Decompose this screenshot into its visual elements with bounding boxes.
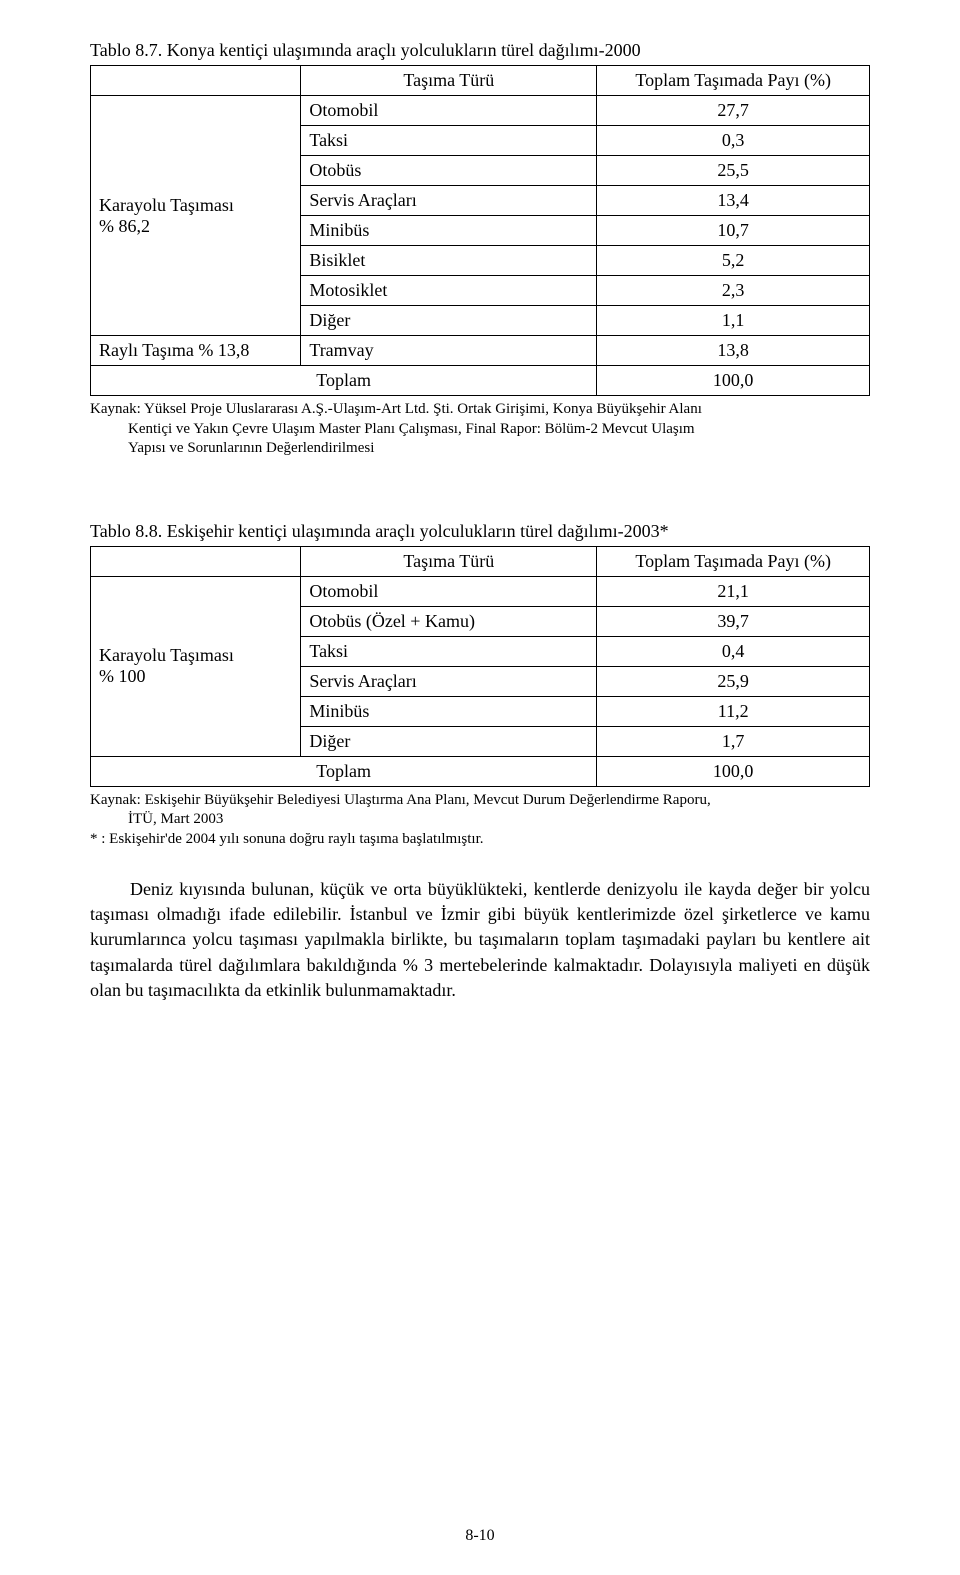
table7-source-line3: Yapısı ve Sorunlarının Değerlendirilmesi <box>90 439 870 459</box>
table7-mode: Tramvay <box>301 336 597 366</box>
table8-source-line1: Kaynak: Eskişehir Büyükşehir Belediyesi … <box>90 792 711 808</box>
table7-share: 5,2 <box>597 246 870 276</box>
table8-header-share: Toplam Taşımada Payı (%) <box>597 546 870 576</box>
table-row: Toplam 100,0 <box>91 756 870 786</box>
table7-header-share: Toplam Taşımada Payı (%) <box>597 66 870 96</box>
table7-share: 0,3 <box>597 126 870 156</box>
table7-mode: Minibüs <box>301 216 597 246</box>
table8-share: 39,7 <box>597 606 870 636</box>
table8-source-line2: İTÜ, Mart 2003 <box>90 810 870 830</box>
table7-share: 10,7 <box>597 216 870 246</box>
page-container: Tablo 8.7. Konya kentiçi ulaşımında araç… <box>0 0 960 1575</box>
table7-total-value: 100,0 <box>597 366 870 396</box>
table-row: Raylı Taşıma % 13,8 Tramvay 13,8 <box>91 336 870 366</box>
table-row: Karayolu Taşıması % 86,2 Otomobil 27,7 <box>91 96 870 126</box>
table7-mode: Motosiklet <box>301 276 597 306</box>
table8-source: Kaynak: Eskişehir Büyükşehir Belediyesi … <box>90 791 870 850</box>
table7-total-label: Toplam <box>91 366 597 396</box>
body-paragraph: Deniz kıyısında bulunan, küçük ve orta b… <box>90 877 870 1003</box>
table7-source-line2: Kentiçi ve Yakın Çevre Ulaşım Master Pla… <box>90 420 870 440</box>
table8-footnote: * : Eskişehir'de 2004 yılı sonuna doğru … <box>90 831 484 847</box>
table7-mode: Otobüs <box>301 156 597 186</box>
table7-road-group: Karayolu Taşıması % 86,2 <box>91 96 301 336</box>
table8-share: 0,4 <box>597 636 870 666</box>
table8-mode: Otobüs (Özel + Kamu) <box>301 606 597 636</box>
table7-source: Kaynak: Yüksel Proje Uluslararası A.Ş.-U… <box>90 400 870 459</box>
table8-header-mode: Taşıma Türü <box>301 546 597 576</box>
table7-share: 13,4 <box>597 186 870 216</box>
table-row: Karayolu Taşıması % 100 Otomobil 21,1 <box>91 576 870 606</box>
table7-share: 2,3 <box>597 276 870 306</box>
table8-total-label: Toplam <box>91 756 597 786</box>
table8-mode: Servis Araçları <box>301 666 597 696</box>
table8-caption: Tablo 8.8. Eskişehir kentiçi ulaşımında … <box>90 521 870 542</box>
table8-share: 25,9 <box>597 666 870 696</box>
table7-source-line1: Kaynak: Yüksel Proje Uluslararası A.Ş.-U… <box>90 401 702 417</box>
table8-total-value: 100,0 <box>597 756 870 786</box>
table8-share: 21,1 <box>597 576 870 606</box>
table7: Taşıma Türü Toplam Taşımada Payı (%) Kar… <box>90 65 870 396</box>
table8-share: 11,2 <box>597 696 870 726</box>
table-row: Toplam 100,0 <box>91 366 870 396</box>
table7-share: 27,7 <box>597 96 870 126</box>
table7-share: 13,8 <box>597 336 870 366</box>
table8: Taşıma Türü Toplam Taşımada Payı (%) Kar… <box>90 546 870 787</box>
table8-road-group: Karayolu Taşıması % 100 <box>91 576 301 756</box>
table7-mode: Taksi <box>301 126 597 156</box>
table8-mode: Taksi <box>301 636 597 666</box>
table-row: Taşıma Türü Toplam Taşımada Payı (%) <box>91 66 870 96</box>
table8-mode: Minibüs <box>301 696 597 726</box>
table7-share: 25,5 <box>597 156 870 186</box>
table7-caption: Tablo 8.7. Konya kentiçi ulaşımında araç… <box>90 40 870 61</box>
table7-mode: Bisiklet <box>301 246 597 276</box>
table8-mode: Diğer <box>301 726 597 756</box>
page-number: 8-10 <box>0 1527 960 1545</box>
table7-blank-header <box>91 66 301 96</box>
table8-mode: Otomobil <box>301 576 597 606</box>
table8-blank-header <box>91 546 301 576</box>
table7-rail-group: Raylı Taşıma % 13,8 <box>91 336 301 366</box>
table7-mode: Otomobil <box>301 96 597 126</box>
table7-header-mode: Taşıma Türü <box>301 66 597 96</box>
table7-share: 1,1 <box>597 306 870 336</box>
body-paragraph-text: Deniz kıyısında bulunan, küçük ve orta b… <box>90 877 870 1003</box>
table8-share: 1,7 <box>597 726 870 756</box>
table-row: Taşıma Türü Toplam Taşımada Payı (%) <box>91 546 870 576</box>
table7-mode: Servis Araçları <box>301 186 597 216</box>
table7-mode: Diğer <box>301 306 597 336</box>
